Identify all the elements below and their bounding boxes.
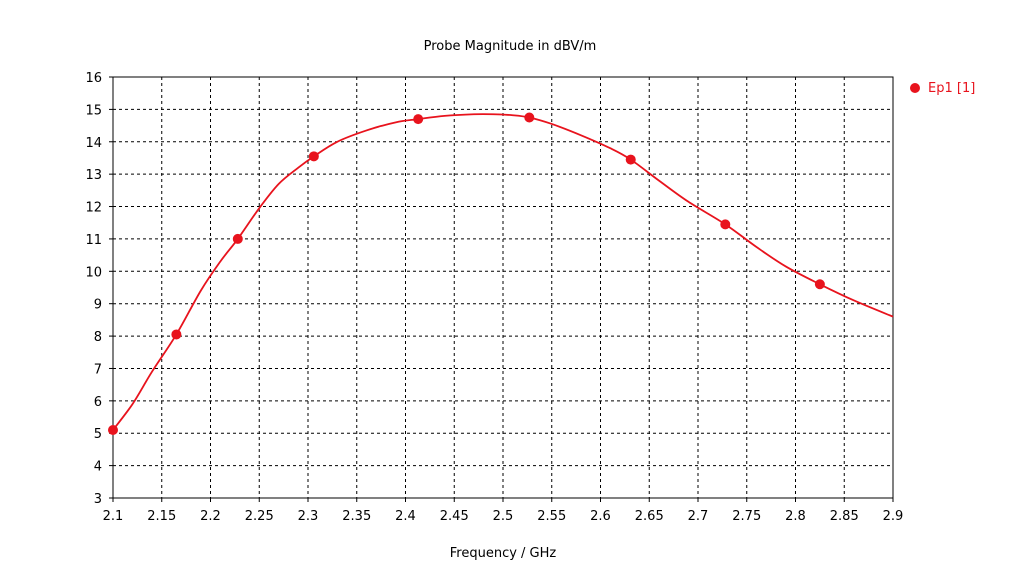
- data-point: [720, 219, 731, 230]
- y-tick-label: 11: [85, 233, 102, 248]
- x-axis-label: Frequency / GHz: [450, 546, 557, 561]
- y-tick-label: 3: [94, 492, 102, 507]
- y-tick-label: 13: [85, 168, 102, 183]
- x-tick-label: 2.3: [298, 509, 319, 524]
- y-axis-ticks: 3 4 5 6 7 8 9 10 11 12 13 14 15 16: [85, 71, 113, 507]
- legend: Ep1 [1]: [910, 81, 975, 96]
- data-point: [413, 114, 424, 125]
- y-tick-label: 14: [85, 136, 102, 151]
- x-tick-label: 2.45: [440, 509, 469, 524]
- y-tick-label: 15: [85, 103, 102, 118]
- data-point: [524, 112, 535, 123]
- x-tick-label: 2.2: [200, 509, 221, 524]
- x-tick-label: 2.1: [103, 509, 124, 524]
- x-tick-label: 2.8: [785, 509, 806, 524]
- data-point: [308, 151, 319, 162]
- x-tick-label: 2.9: [883, 509, 904, 524]
- data-point: [625, 154, 636, 165]
- x-tick-label: 2.5: [493, 509, 514, 524]
- y-tick-label: 4: [94, 460, 102, 475]
- y-tick-label: 7: [94, 362, 102, 377]
- x-tick-label: 2.55: [537, 509, 566, 524]
- x-tick-label: 2.7: [688, 509, 709, 524]
- x-tick-label: 2.25: [245, 509, 274, 524]
- y-tick-label: 10: [85, 265, 102, 280]
- x-tick-label: 2.85: [830, 509, 859, 524]
- x-axis-ticks: 2.1 2.15 2.2 2.25 2.3 2.35 2.4 2.45 2.5 2.55 2.6 2.…: [103, 498, 904, 524]
- x-tick-label: 2.75: [732, 509, 761, 524]
- grid: [112, 76, 894, 499]
- data-point: [814, 279, 825, 290]
- y-tick-label: 9: [94, 298, 102, 313]
- x-tick-label: 2.6: [590, 509, 611, 524]
- chart-title: Probe Magnitude in dBV/m: [424, 39, 597, 54]
- x-tick-label: 2.35: [342, 509, 371, 524]
- x-tick-label: 2.4: [395, 509, 416, 524]
- series-layer: [108, 112, 894, 435]
- data-point: [171, 329, 182, 340]
- y-tick-label: 8: [94, 330, 102, 345]
- y-tick-label: 12: [85, 201, 102, 216]
- data-point: [232, 233, 243, 244]
- legend-marker-ep1: [910, 83, 920, 93]
- data-point: [108, 424, 118, 435]
- y-tick-label: 16: [85, 71, 102, 86]
- x-tick-label: 2.15: [147, 509, 176, 524]
- legend-label-ep1: Ep1 [1]: [928, 81, 975, 96]
- x-tick-label: 2.65: [635, 509, 664, 524]
- y-tick-label: 5: [94, 427, 102, 442]
- y-tick-label: 6: [94, 395, 102, 410]
